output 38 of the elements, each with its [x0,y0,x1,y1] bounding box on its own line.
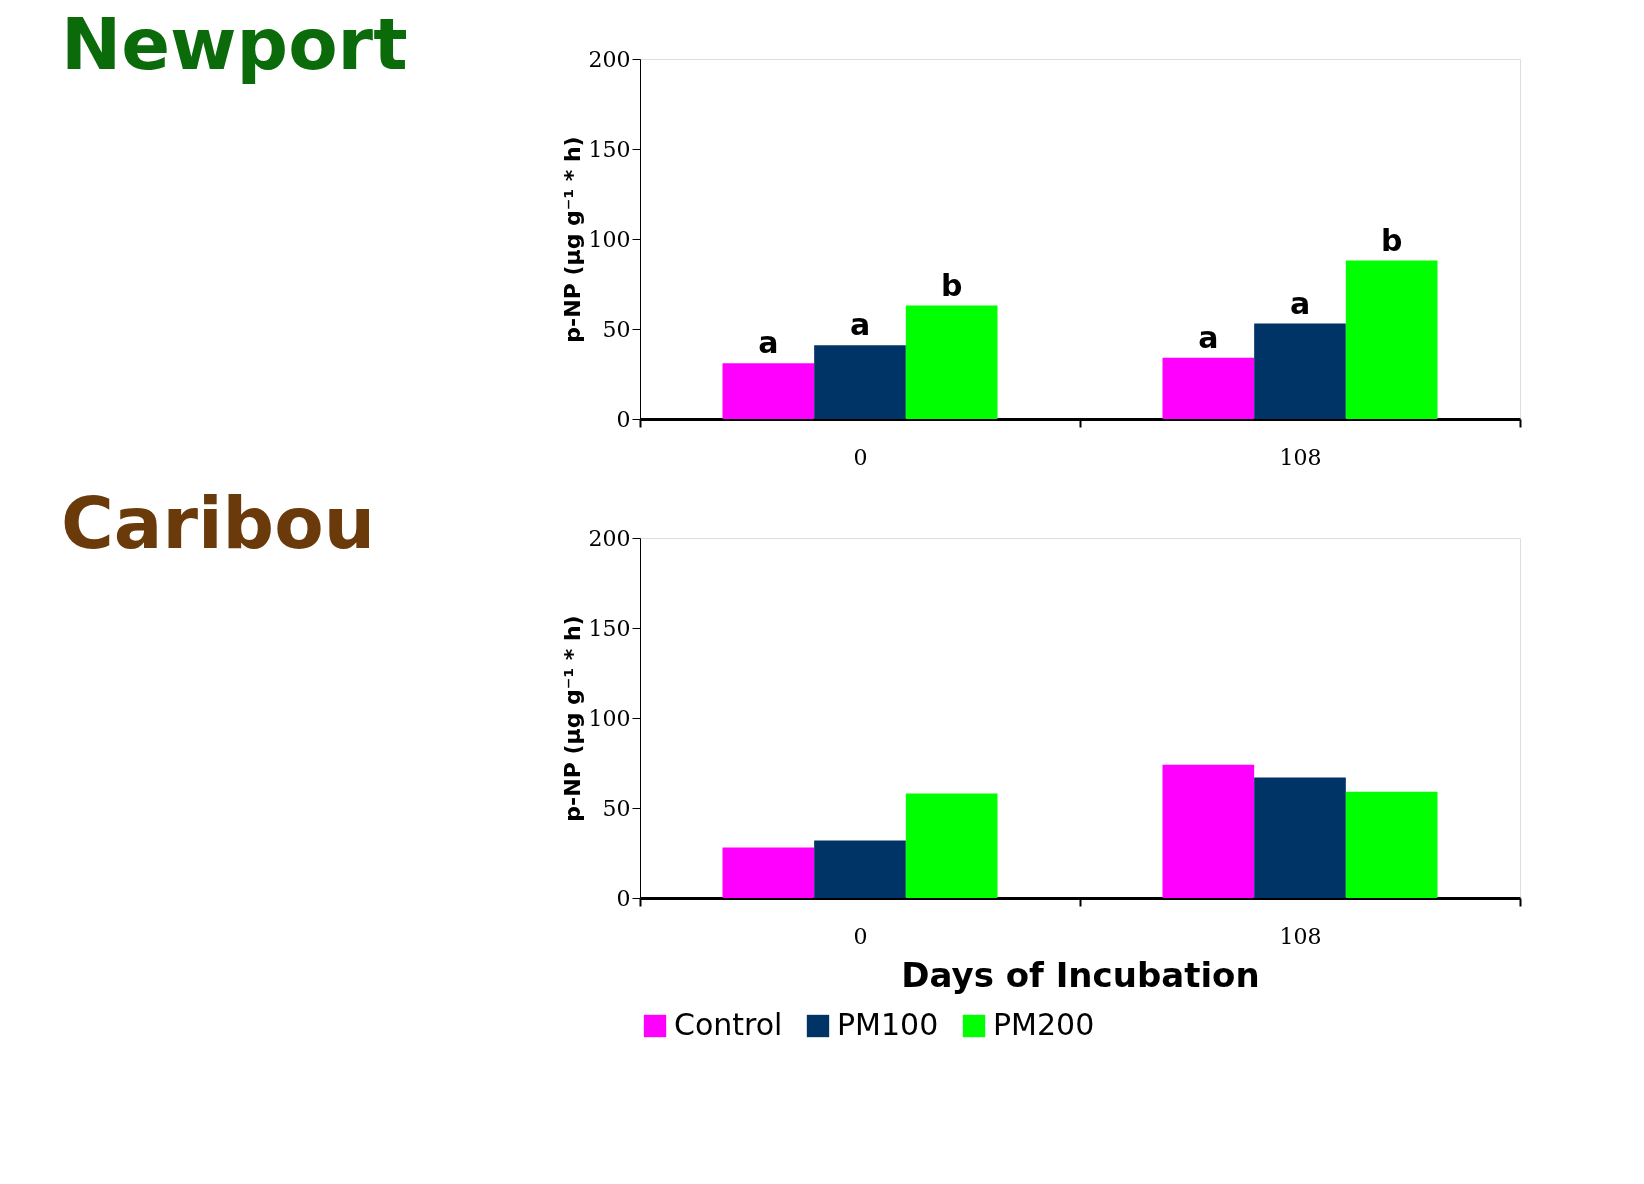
y-tick-label: 0 [616,885,631,911]
y-axis-title: p-NP (µg g⁻¹ * h) [559,136,585,343]
annotation: b [1380,222,1403,258]
bar [722,847,815,898]
chart-title: Newport [61,2,408,86]
y-tick-label: 200 [588,525,631,551]
y-tick-label: 200 [588,46,631,72]
bar [1254,323,1346,419]
legend-label: PM200 [993,1007,1095,1042]
bar [1162,357,1255,419]
legend-label: PM100 [837,1007,939,1042]
y-tick-label: 0 [616,406,631,432]
bar [1345,791,1438,898]
x-tick-label: 108 [1279,444,1322,470]
y-tick-label: 50 [602,316,631,342]
x-axis-title: Days of Incubation [901,954,1260,995]
annotation: a [758,325,779,361]
bar [905,793,998,898]
legend-label: Control [674,1007,783,1042]
bar [1345,260,1438,419]
annotation: a [1289,285,1311,321]
x-tick-label: 108 [1279,923,1322,949]
chart-title: Caribou [61,481,375,565]
annotation: a [1198,319,1219,355]
y-tick-label: 50 [602,795,631,821]
bar [722,363,815,419]
y-tick-label: 150 [588,136,631,162]
annotation: b [940,267,963,303]
y-axis-title: p-NP (µg g⁻¹ * h) [559,615,585,822]
y-tick-label: 100 [588,705,631,731]
bar [1162,764,1255,898]
bar [814,840,906,898]
annotation: a [849,307,871,343]
bar [814,345,906,419]
y-tick-label: 150 [588,615,631,641]
y-tick-label: 100 [588,226,631,252]
bar [905,305,998,419]
bar [1254,777,1346,898]
